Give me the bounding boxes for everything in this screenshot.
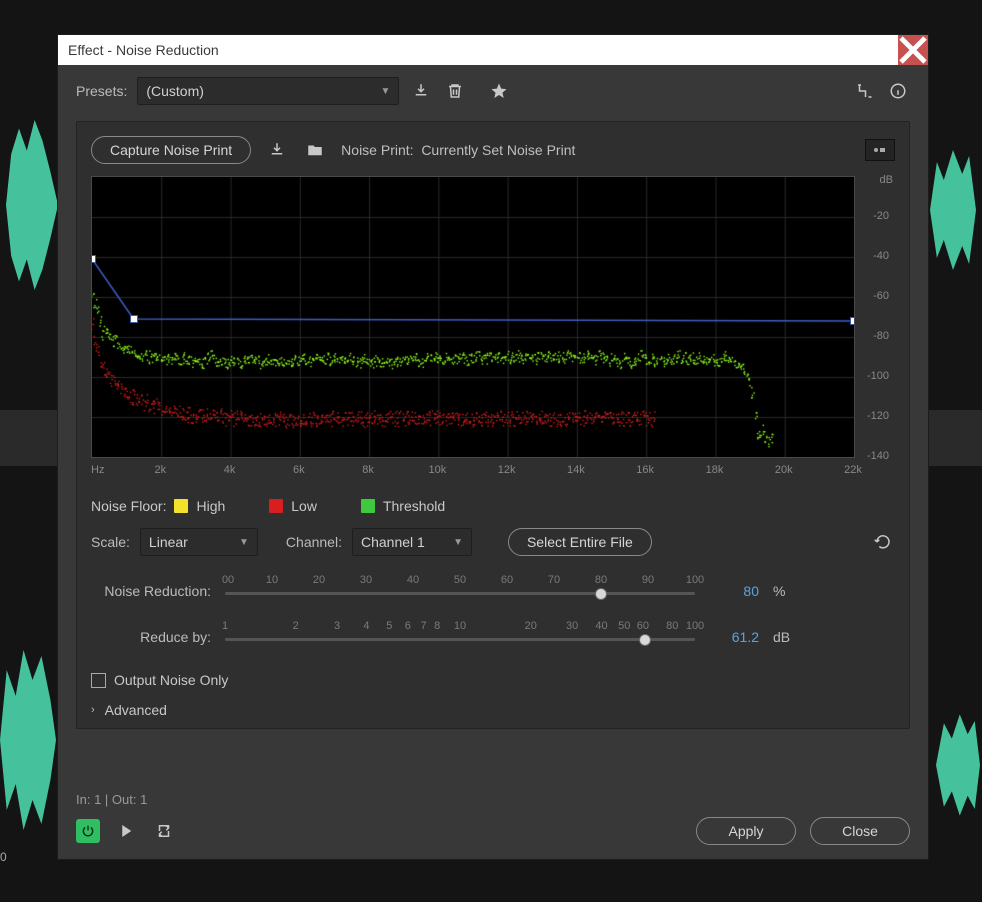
main-panel: Capture Noise Print Noise Print: Current… [76, 121, 910, 729]
legend-low-label: Low [291, 498, 317, 514]
favorite-icon[interactable] [487, 79, 511, 103]
play-icon[interactable] [114, 819, 138, 843]
advanced-toggle[interactable]: › Advanced [91, 702, 895, 718]
noise-reduction-dialog: Effect - Noise Reduction Presets: (Custo… [57, 34, 929, 860]
output-noise-label: Output Noise Only [114, 672, 228, 688]
reduce-by-thumb[interactable] [639, 634, 651, 646]
power-toggle-button[interactable] [76, 819, 100, 843]
load-noise-print-icon[interactable] [303, 138, 327, 162]
titlebar: Effect - Noise Reduction [58, 35, 928, 65]
scale-label: Scale: [91, 534, 130, 550]
chart-area[interactable] [91, 176, 855, 458]
close-button[interactable]: Close [810, 817, 910, 845]
reset-icon[interactable] [871, 530, 895, 554]
scale-row: Scale: Linear▼ Channel: Channel 1▼ Selec… [91, 528, 895, 556]
info-icon[interactable] [886, 79, 910, 103]
reduce-by-slider-row: Reduce by: 1234567810203040506080100 61.… [91, 620, 895, 654]
noise-reduction-unit: % [773, 583, 785, 599]
capture-row: Capture Noise Print Noise Print: Current… [91, 136, 895, 164]
save-noise-print-icon[interactable] [265, 138, 289, 162]
legend-row: Noise Floor: High Low Threshold [91, 498, 895, 514]
chart-y-axis: dB -20-40-60-80-100-120-140 [855, 176, 895, 458]
chart-mode-toggle[interactable] [865, 139, 895, 161]
noise-reduction-label: Noise Reduction: [91, 583, 211, 599]
reduce-by-unit: dB [773, 629, 790, 645]
legend-low-swatch [269, 499, 283, 513]
reduce-by-label: Reduce by: [91, 629, 211, 645]
noise-print-label: Noise Print: Currently Set Noise Print [341, 142, 575, 158]
window-title: Effect - Noise Reduction [68, 42, 898, 58]
loop-icon[interactable] [152, 819, 176, 843]
threshold-handle-1[interactable] [91, 255, 96, 263]
presets-row: Presets: (Custom) ▼ [76, 77, 910, 105]
capture-noise-print-button[interactable]: Capture Noise Print [91, 136, 251, 164]
output-noise-checkbox[interactable] [91, 673, 106, 688]
delete-preset-icon[interactable] [443, 79, 467, 103]
select-entire-file-button[interactable]: Select Entire File [508, 528, 652, 556]
chevron-right-icon: › [91, 704, 95, 716]
noise-reduction-value[interactable]: 80 [709, 583, 759, 599]
chart: dB -20-40-60-80-100-120-140 Hz 2k4k6k8k1… [91, 176, 895, 482]
channel-label: Channel: [286, 534, 342, 550]
reduce-by-slider[interactable]: 1234567810203040506080100 [225, 620, 695, 654]
legend-threshold-label: Threshold [383, 498, 445, 514]
legend-high-label: High [196, 498, 225, 514]
noise-reduction-slider[interactable]: 00102030405060708090100 [225, 574, 695, 608]
threshold-handle-2[interactable] [130, 315, 138, 323]
apply-button[interactable]: Apply [696, 817, 796, 845]
noise-reduction-thumb[interactable] [595, 588, 607, 600]
presets-value: (Custom) [146, 83, 204, 99]
routing-icon[interactable] [852, 79, 876, 103]
reduce-by-value[interactable]: 61.2 [709, 629, 759, 645]
chart-x-axis: Hz 2k4k6k8k10k12k14k16k18k20k22k [91, 462, 855, 482]
presets-select[interactable]: (Custom) ▼ [137, 77, 399, 105]
noise-reduction-slider-row: Noise Reduction: 00102030405060708090100… [91, 574, 895, 608]
save-preset-icon[interactable] [409, 79, 433, 103]
presets-label: Presets: [76, 83, 127, 99]
legend-threshold-swatch [361, 499, 375, 513]
advanced-label: Advanced [105, 702, 167, 718]
legend-high-swatch [174, 499, 188, 513]
legend-title: Noise Floor: [91, 498, 166, 514]
close-window-button[interactable] [898, 35, 928, 65]
output-noise-row[interactable]: Output Noise Only [91, 672, 895, 688]
footer: In: 1 | Out: 1 Apply Close [58, 792, 928, 859]
scale-select[interactable]: Linear▼ [140, 528, 258, 556]
io-text: In: 1 | Out: 1 [76, 792, 910, 807]
channel-select[interactable]: Channel 1▼ [352, 528, 472, 556]
